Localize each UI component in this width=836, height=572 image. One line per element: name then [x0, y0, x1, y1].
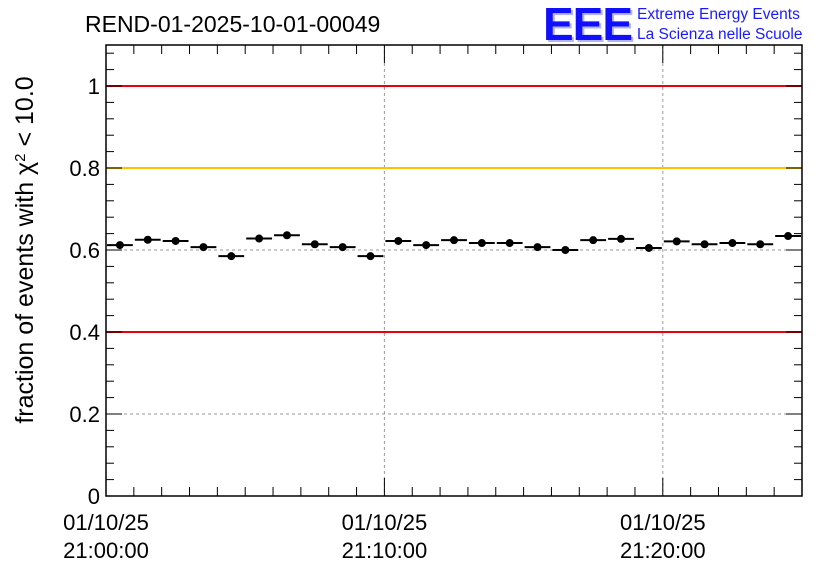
data-point	[672, 237, 681, 246]
data-points	[107, 231, 801, 261]
data-point	[589, 236, 598, 245]
data-point	[143, 235, 152, 244]
x-tick-label-time: 21:10:00	[342, 538, 428, 563]
y-tick-label: 0	[88, 484, 100, 509]
data-point	[505, 239, 514, 248]
x-tick-label-date: 01/10/25	[620, 510, 706, 535]
reference-lines	[106, 85, 802, 333]
data-point	[561, 246, 570, 254]
y-axis-label-chi: χ	[11, 162, 39, 175]
y-axis-label: fraction of events with χ2 < 10.0	[11, 76, 39, 423]
data-point	[477, 239, 486, 248]
tick-labels: 0 0.2 0.4 0.6 0.8 1 01/10/25 21:00:00 01/10/25 21…	[63, 74, 705, 563]
x-tick-label-time: 21:00:00	[63, 538, 149, 563]
y-tick-label: 0.8	[69, 156, 100, 181]
y-axis-label-sup: 2	[12, 153, 29, 161]
data-point	[394, 236, 403, 245]
y-tick-label: 0.2	[69, 402, 100, 427]
grid	[106, 45, 802, 496]
data-point	[310, 240, 319, 249]
plot-frame	[105, 44, 803, 497]
data-point	[366, 252, 375, 261]
data-point	[756, 240, 765, 249]
data-point	[282, 231, 291, 240]
eee-logo: EEE EEE Extreme Energy Events La Scienza…	[543, 0, 802, 52]
data-point	[199, 243, 208, 252]
data-point	[533, 243, 542, 252]
data-point	[784, 232, 793, 241]
chart-title: REND-01-2025-10-01-00049	[85, 11, 380, 37]
data-point	[338, 243, 347, 252]
y-tick-label: 0.4	[69, 320, 100, 345]
data-point	[255, 234, 264, 243]
data-point	[644, 243, 653, 252]
y-axis-label-tail: < 10.0	[11, 76, 39, 153]
data-point	[700, 240, 709, 249]
data-point	[450, 236, 458, 245]
y-axis-label-main: fraction of events with	[11, 175, 39, 424]
data-point	[728, 239, 737, 248]
y-tick-label: 0.6	[69, 238, 100, 263]
logo-mark-front: EEE	[543, 0, 632, 50]
x-tick-label-date: 01/10/25	[342, 510, 428, 535]
logo-line-2: La Scienza nelle Scuole	[637, 26, 802, 43]
data-point	[422, 241, 431, 250]
data-point	[617, 234, 626, 243]
x-tick-label-date: 01/10/25	[63, 510, 149, 535]
data-point	[171, 236, 180, 245]
y-tick-label: 1	[88, 74, 100, 99]
logo-mark: EEE	[545, 0, 634, 52]
data-point	[227, 252, 236, 261]
logo-line-1: Extreme Energy Events	[637, 6, 800, 23]
axes	[105, 44, 803, 497]
data-point	[115, 241, 124, 250]
x-tick-label-time: 21:20:00	[620, 538, 706, 563]
